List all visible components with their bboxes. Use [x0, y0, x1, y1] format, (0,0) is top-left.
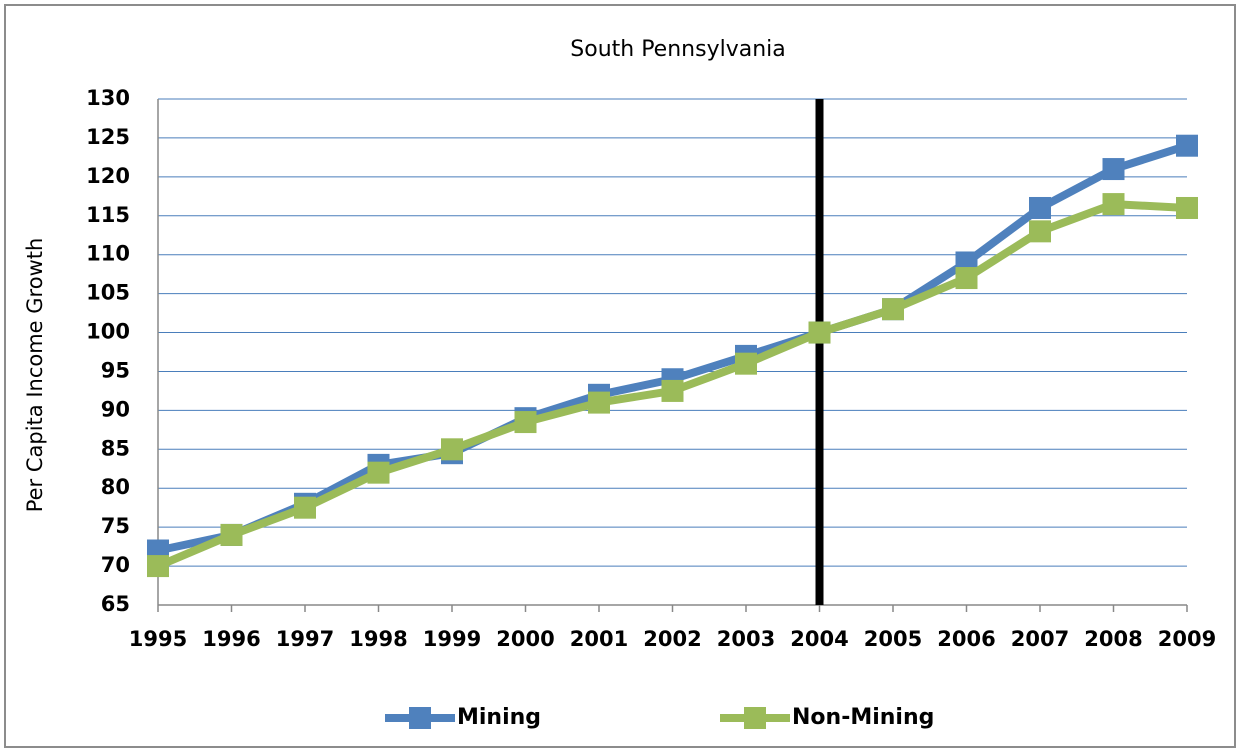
- x-tick-label: 1995: [129, 627, 187, 651]
- legend-label: Mining: [457, 705, 541, 730]
- point-marker: [1102, 193, 1125, 216]
- legend-marker: [409, 707, 431, 729]
- y-tick-label: 70: [101, 553, 130, 577]
- y-tick-label: 85: [101, 436, 130, 460]
- point-marker: [1029, 196, 1051, 219]
- y-tick-label: 65: [101, 592, 130, 616]
- x-tick-label: 1996: [202, 627, 260, 651]
- y-tick-label: 75: [101, 514, 130, 538]
- point-marker: [147, 555, 169, 578]
- point-marker: [588, 391, 610, 414]
- point-marker: [808, 321, 831, 344]
- x-tick-label: 2001: [570, 627, 628, 651]
- legend-label: Non-Mining: [792, 705, 934, 730]
- y-axis-label: Per Capita Income Growth: [23, 238, 47, 513]
- legend-marker: [744, 707, 766, 729]
- point-marker: [661, 379, 684, 402]
- point-marker: [1176, 134, 1198, 157]
- point-marker: [441, 438, 463, 461]
- point-marker: [1102, 158, 1125, 181]
- x-tick-label: 2004: [790, 627, 848, 651]
- point-marker: [367, 461, 390, 484]
- x-tick-label: 1998: [349, 627, 407, 651]
- x-tick-label: 2005: [864, 627, 922, 651]
- x-tick-label: 2000: [496, 627, 554, 651]
- point-marker: [1176, 196, 1198, 219]
- y-tick-label: 80: [101, 475, 130, 499]
- y-tick-label: 105: [86, 281, 130, 305]
- y-tick-label: 120: [86, 164, 130, 188]
- x-tick-label: 1997: [276, 627, 334, 651]
- y-tick-label: 100: [86, 320, 130, 344]
- chart-title: South Pennsylvania: [570, 37, 785, 62]
- point-marker: [220, 523, 243, 546]
- y-tick-label: 130: [86, 86, 130, 110]
- y-tick-label: 115: [86, 203, 130, 227]
- y-tick-label: 90: [101, 397, 130, 421]
- y-tick-label: 125: [86, 125, 130, 149]
- point-marker: [735, 352, 757, 375]
- point-marker: [1029, 220, 1051, 243]
- x-tick-label: 2002: [643, 627, 701, 651]
- x-tick-label: 2007: [1011, 627, 1069, 651]
- y-tick-label: 95: [101, 358, 130, 382]
- chart-frame: [4, 4, 1236, 748]
- x-tick-label: 2009: [1158, 627, 1216, 651]
- point-marker: [514, 411, 537, 434]
- x-tick-label: 2008: [1084, 627, 1142, 651]
- y-tick-label: 110: [86, 242, 130, 266]
- point-marker: [955, 267, 978, 290]
- x-tick-label: 1999: [423, 627, 481, 651]
- x-tick-label: 2003: [717, 627, 775, 651]
- point-marker: [294, 496, 316, 519]
- x-tick-label: 2006: [937, 627, 995, 651]
- point-marker: [882, 298, 904, 321]
